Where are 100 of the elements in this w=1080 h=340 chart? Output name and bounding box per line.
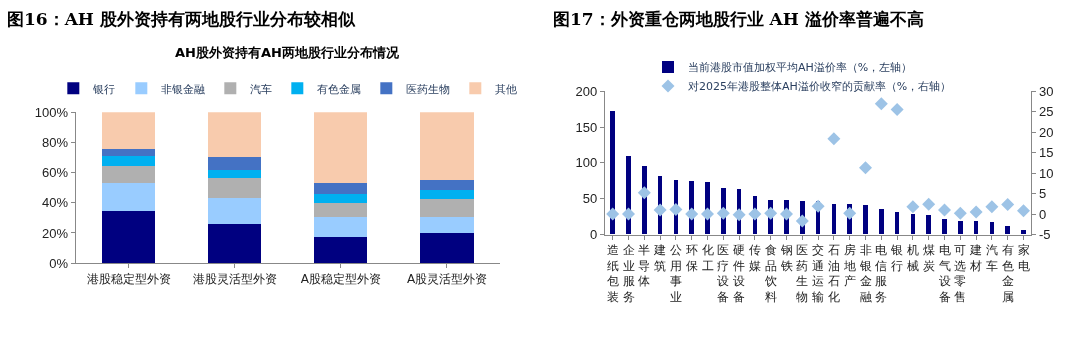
y-tick-label: 150 (575, 119, 598, 135)
point (637, 186, 651, 200)
bar (420, 180, 474, 190)
x-tick-label: 硬件设备 (733, 242, 746, 304)
bar (208, 169, 262, 179)
y-tick-label: 100 (575, 155, 598, 171)
bar (1005, 225, 1011, 235)
y-tick-label: 100% (34, 104, 69, 120)
x-tick-label: 建材 (969, 242, 983, 273)
x-tick-label: 煤炭 (922, 242, 935, 273)
x-tick-label: 医药生物 (796, 242, 809, 304)
point (969, 205, 983, 219)
legend-label: 汽车 (250, 82, 273, 96)
y-tick-label: 40% (41, 195, 69, 211)
legend-label: 其他 (495, 82, 518, 96)
x-tick-label: A股稳定型外资 (300, 271, 381, 286)
bar (420, 112, 474, 181)
bar (878, 208, 884, 235)
x-tick-label: 公用事业 (669, 242, 682, 304)
bar (102, 210, 156, 264)
bar (863, 205, 868, 235)
x-tick-label: 港股灵活型外资 (192, 271, 277, 286)
y-tick-label: 20% (41, 225, 69, 241)
point (716, 206, 730, 220)
x-tick-label: 医疗设备 (717, 242, 730, 304)
x-tick-label: 企业服务 (622, 242, 635, 304)
chart-title: 图17：外资重仓两地股行业 AH 溢价率普遍不高 (553, 9, 924, 29)
legend-label: 医药生物 (406, 82, 451, 96)
point (606, 207, 620, 221)
bar (420, 232, 474, 264)
point (685, 207, 699, 221)
bar (314, 183, 368, 194)
bar (314, 193, 368, 203)
bar (420, 216, 474, 233)
point (827, 132, 841, 146)
chart-title: 图16：AH 股外资持有两地股行业分布较相似 (7, 9, 356, 29)
point (732, 208, 746, 222)
bar (102, 156, 156, 166)
y2-tick-label: 30 (1039, 83, 1054, 99)
bar (102, 183, 156, 211)
y2-tick-label: 25 (1039, 104, 1054, 120)
bar (942, 219, 947, 235)
x-tick-label: 交通运输 (812, 242, 825, 304)
x-tick-label: 港股稳定型外资 (86, 271, 171, 286)
point (906, 200, 920, 214)
bar (208, 178, 262, 198)
y2-tick-label: 0 (1039, 206, 1047, 222)
y-tick-label: 0 (589, 227, 598, 243)
point (795, 214, 809, 228)
bar (420, 198, 474, 217)
y2-tick-label: 5 (1039, 186, 1047, 202)
y-tick-label: 80% (41, 135, 69, 151)
x-tick-label: 家电 (1017, 242, 1030, 273)
bar (208, 157, 262, 170)
y2-tick-label: -5 (1039, 227, 1051, 243)
y-tick-label: 0% (49, 255, 69, 271)
x-tick-label: 银行 (890, 242, 904, 273)
point (953, 206, 967, 220)
y-tick-label: 60% (41, 165, 69, 181)
point (764, 206, 778, 220)
bar (926, 215, 932, 235)
point (622, 207, 635, 221)
bar (610, 111, 616, 235)
x-tick-label: A股灵活型外资 (406, 271, 488, 286)
x-tick-label: 非银金融 (858, 242, 872, 304)
point (653, 203, 667, 217)
bar (314, 112, 368, 184)
point (701, 207, 714, 221)
point (890, 103, 904, 117)
legend-label: 非银金融 (161, 82, 206, 96)
point (748, 207, 762, 221)
bar (957, 220, 963, 235)
y2-tick-label: 15 (1039, 145, 1054, 161)
x-tick-label: 石油石化 (827, 242, 840, 304)
bar (102, 112, 156, 150)
x-tick-label: 机械 (906, 242, 919, 273)
point (780, 207, 793, 221)
x-tick-label: 钢铁 (779, 242, 793, 273)
y-tick-label: 200 (575, 83, 598, 99)
legend-label: 银行 (92, 82, 116, 96)
y-tick-label: 50 (582, 191, 598, 207)
x-tick-label: 电信服务 (875, 242, 888, 304)
bar (314, 236, 368, 264)
point (938, 203, 951, 217)
y2-tick-label: 20 (1039, 124, 1054, 140)
bar (208, 224, 262, 264)
bar (102, 165, 156, 184)
point (811, 199, 825, 213)
x-tick-label: 建筑 (653, 242, 667, 273)
point (859, 161, 872, 175)
point (669, 203, 683, 217)
bar (420, 189, 474, 199)
x-tick-label: 环保 (685, 242, 698, 273)
bar (314, 216, 368, 237)
legend-label: 当前港股市值加权平均AH溢价率（%，左轴） (688, 61, 913, 75)
point (922, 197, 936, 211)
x-tick-label: 食品饮料 (763, 242, 777, 304)
chart-subtitle: AH股外资持有AH两地股行业分布情况 (175, 45, 400, 60)
bar (102, 149, 156, 157)
legend-label: 对2025年港股整体AH溢价收窄的贡献率（%，右轴） (688, 80, 952, 94)
